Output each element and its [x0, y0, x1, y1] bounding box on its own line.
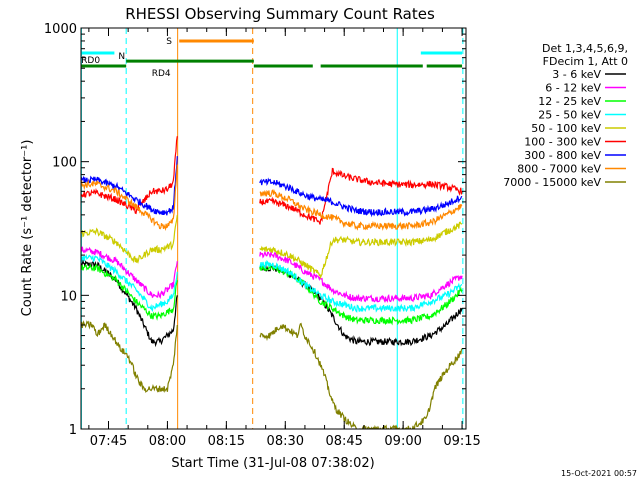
state-bar-label-rd0: RD0: [81, 56, 100, 66]
legend-label-25-50-kev: 25 - 50 keV: [538, 109, 601, 122]
footer-date: 15-Oct-2021 00:57: [561, 469, 637, 478]
legend-label-7000-15000-kev: 7000 - 15000 keV: [503, 176, 601, 189]
series-line-50-100-kev-1: [259, 221, 463, 280]
series-line-6-12-kev-0: [81, 246, 178, 299]
legend-header-line: FDecim 1, Att 0: [543, 55, 628, 68]
x-tick-label: 09:15: [443, 434, 480, 449]
series-line-6-12-kev-1: [259, 250, 463, 304]
legend-label-12-25-kev: 12 - 25 keV: [538, 95, 601, 108]
x-tick-label: 08:45: [325, 434, 362, 449]
vertical-markers: [80, 28, 464, 429]
series-line-25-50-kev-1: [259, 259, 463, 313]
state-bar-label-n: N: [118, 52, 125, 62]
series-line-50-100-kev-0: [81, 214, 178, 265]
y-tick-label: 10: [60, 289, 77, 304]
series-line-100-300-kev-0: [81, 136, 178, 215]
series-line-800-7000-kev-0: [81, 164, 178, 231]
x-tick-label: 07:45: [90, 434, 127, 449]
legend-header-line: Det 1,3,4,5,6,9,: [542, 42, 628, 55]
series-25-50-kev: [81, 253, 463, 313]
series-12-25-kev: [81, 263, 463, 326]
legend-label-3-6-kev: 3 - 6 keV: [552, 68, 601, 81]
series-layer: [81, 136, 463, 429]
legend: Det 1,3,4,5,6,9,FDecim 1, Att 03 - 6 keV…: [503, 42, 628, 189]
legend-label-6-12-kev: 6 - 12 keV: [545, 82, 601, 95]
series-line-800-7000-kev-1: [259, 189, 463, 231]
series-7000-15000-kev: [81, 320, 463, 429]
series-50-100-kev: [81, 214, 463, 280]
series-line-12-25-kev-0: [81, 263, 178, 321]
chart-title: RHESSI Observing Summary Count Rates: [125, 5, 435, 23]
x-axis: 07:45 08:00 08:15 08:30 08:45 09:00 09:15: [88, 28, 481, 449]
legend-label-800-7000-kev: 800 - 7000 keV: [517, 163, 601, 176]
state-bars: N S RD0 RD4: [81, 37, 463, 79]
series-100-300-kev: [81, 136, 463, 225]
y-axis: 1 10 100 1000: [44, 22, 466, 438]
series-300-800-kev: [81, 156, 463, 218]
x-tick-label: 08:30: [267, 434, 304, 449]
x-tick-label: 08:00: [149, 434, 186, 449]
series-line-7000-15000-kev-0: [81, 320, 178, 393]
y-axis-label: Count Rate (s⁻¹ detector⁻¹): [20, 140, 35, 317]
state-bar-label-s: S: [166, 37, 172, 47]
y-tick-label: 100: [52, 156, 77, 171]
y-tick-label: 1: [69, 423, 77, 438]
series-line-7000-15000-kev-1: [259, 322, 463, 429]
state-bar-label-rd4: RD4: [152, 69, 171, 79]
series-line-300-800-kev-1: [259, 177, 463, 218]
series-line-300-800-kev-0: [81, 156, 178, 216]
legend-label-300-800-kev: 300 - 800 keV: [524, 149, 601, 162]
plot-frame: [80, 27, 467, 430]
y-tick-label: 1000: [44, 22, 77, 37]
x-axis-label: Start Time (31-Jul-08 07:38:02): [171, 456, 374, 471]
x-tick-label: 08:15: [208, 434, 245, 449]
legend-label-100-300-kev: 100 - 300 keV: [524, 136, 601, 149]
series-line-25-50-kev-0: [81, 253, 178, 312]
series-800-7000-kev: [81, 164, 463, 231]
series-line-100-300-kev-1: [259, 167, 463, 225]
series-6-12-kev: [81, 246, 463, 304]
x-tick-label: 09:00: [384, 434, 421, 449]
legend-label-50-100-kev: 50 - 100 keV: [531, 122, 601, 135]
